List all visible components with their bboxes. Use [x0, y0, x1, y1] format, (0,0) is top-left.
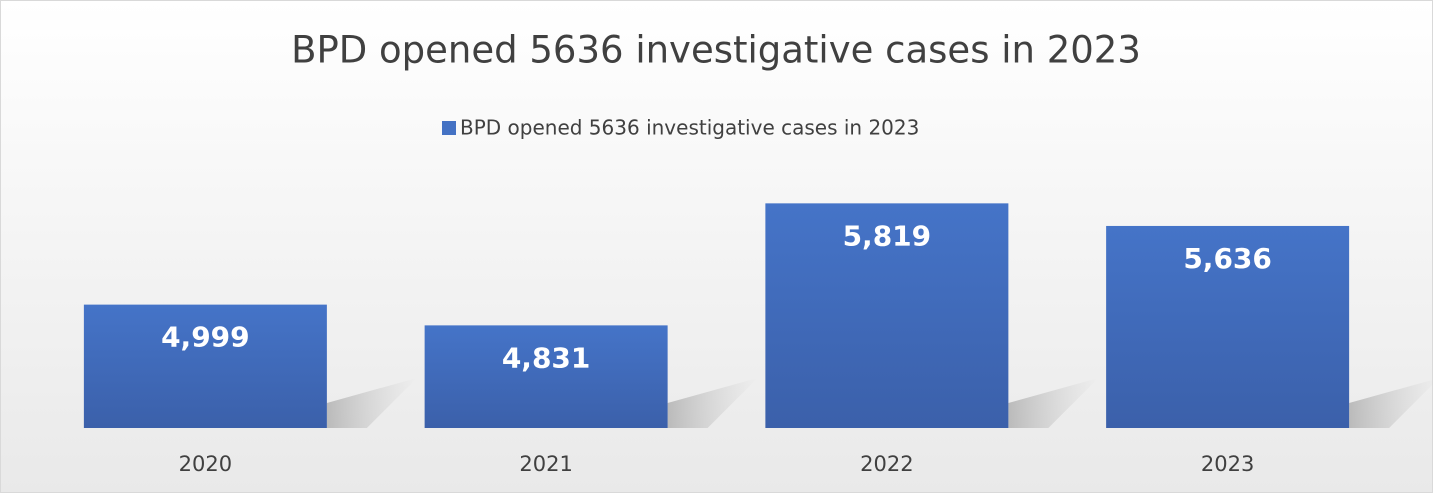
legend-label: BPD opened 5636 investigative cases in 2… [460, 116, 919, 140]
x-tick-label: 2020 [179, 452, 232, 476]
bar-shadow [1349, 379, 1433, 428]
x-tick-label: 2021 [519, 452, 572, 476]
bar-shadow [1008, 378, 1099, 428]
bar-shadow [667, 378, 758, 428]
legend-swatch [442, 121, 456, 135]
value-label: 4,999 [161, 321, 250, 354]
x-tick-label: 2022 [860, 452, 913, 476]
value-label: 5,636 [1183, 242, 1272, 275]
bar [83, 304, 327, 428]
x-tick-label: 2023 [1201, 452, 1254, 476]
bar [1106, 225, 1350, 428]
bar [424, 325, 668, 428]
bar-shadow [326, 378, 417, 428]
value-label: 5,819 [843, 219, 932, 252]
value-label: 4,831 [502, 341, 591, 374]
chart-title: BPD opened 5636 investigative cases in 2… [291, 29, 1141, 72]
bar [765, 203, 1009, 428]
